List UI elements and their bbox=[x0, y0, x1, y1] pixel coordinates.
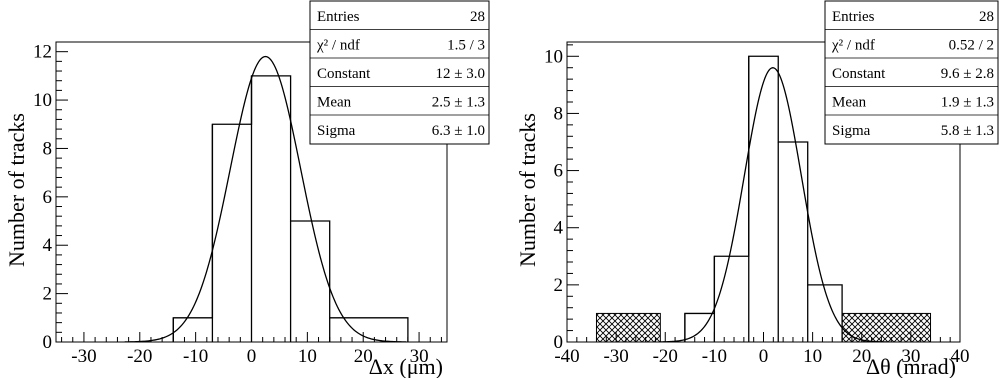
x-tick-label: -10 bbox=[702, 346, 727, 367]
y-tick-label: 4 bbox=[43, 235, 53, 256]
x-tick-label: -20 bbox=[127, 346, 152, 367]
histogram-bins bbox=[595, 55, 932, 343]
y-tick-label: 2 bbox=[554, 275, 564, 296]
stats-label: χ² / ndf bbox=[831, 38, 875, 54]
y-tick-label: 4 bbox=[554, 218, 564, 239]
x-axis-title: Δx (μm) bbox=[369, 354, 443, 378]
stats-label: Mean bbox=[317, 95, 352, 111]
stats-label: Constant bbox=[832, 66, 886, 82]
stats-value: 6.3 ± 1.0 bbox=[432, 123, 485, 139]
hatched-bin bbox=[595, 312, 661, 343]
stats-label: Constant bbox=[317, 66, 371, 82]
stats-value: 1.5 / 3 bbox=[447, 38, 485, 54]
y-tick-label: 2 bbox=[43, 284, 53, 305]
y-tick-label: 0 bbox=[554, 332, 564, 353]
x-tick-label: 10 bbox=[803, 346, 822, 367]
gaussian-fit-curve bbox=[124, 55, 407, 343]
stats-label: χ² / ndf bbox=[316, 38, 360, 54]
x-tick-label: 30 bbox=[901, 346, 920, 367]
x-tick-label: 20 bbox=[852, 346, 871, 367]
hatched-bin bbox=[841, 312, 932, 343]
stats-value: 28 bbox=[979, 9, 994, 25]
y-axis-title: Number of tracks bbox=[515, 113, 540, 267]
stats-value: 5.8 ± 1.3 bbox=[941, 123, 994, 139]
x-tick-label: 10 bbox=[298, 346, 317, 367]
x-tick-label: 0 bbox=[759, 346, 769, 367]
gaussian-fit-curve bbox=[658, 67, 887, 343]
x-tick-label: -30 bbox=[71, 346, 96, 367]
stats-value: 2.5 ± 1.3 bbox=[432, 95, 485, 111]
y-tick-label: 10 bbox=[544, 46, 563, 67]
stats-label: Mean bbox=[832, 95, 867, 111]
histogram-outline bbox=[684, 55, 843, 342]
stats-value: 0.52 / 2 bbox=[949, 38, 994, 54]
x-tick-label: 0 bbox=[247, 346, 257, 367]
stats-label: Sigma bbox=[832, 123, 871, 139]
y-tick-label: 10 bbox=[33, 90, 52, 111]
y-tick-label: 12 bbox=[33, 42, 52, 63]
stats-box: Entries 28 χ² / ndf 0.52 / 2 Constant 9.6 ± 2… bbox=[824, 0, 999, 145]
y-tick-label: 8 bbox=[554, 103, 564, 124]
x-tick-label: -40 bbox=[554, 346, 579, 367]
y-tick-label: 6 bbox=[554, 161, 564, 182]
stats-value: 28 bbox=[470, 9, 485, 25]
y-tick-label: 6 bbox=[43, 187, 53, 208]
x-tick-label: 30 bbox=[410, 346, 429, 367]
y-tick-label: 8 bbox=[43, 138, 53, 159]
x-axis-title: Δθ (mrad) bbox=[866, 354, 956, 378]
stats-label: Entries bbox=[832, 9, 875, 25]
left-histogram-panel: -30 -20 -10 0 10 20 30 0 2 4 6 8 10 12 Number of trac… bbox=[4, 0, 490, 378]
stats-value: 12 ± 3.0 bbox=[436, 66, 485, 82]
stats-value: 9.6 ± 2.8 bbox=[941, 66, 994, 82]
stats-value: 1.9 ± 1.3 bbox=[941, 95, 994, 111]
stats-box-frame bbox=[309, 0, 490, 145]
y-axis-title: Number of tracks bbox=[4, 113, 29, 267]
x-tick-label: -20 bbox=[653, 346, 678, 367]
stats-label: Sigma bbox=[317, 123, 356, 139]
histogram-outline bbox=[172, 75, 409, 342]
axis-ticks: -30 -20 -10 0 10 20 30 0 2 4 6 8 10 12 bbox=[33, 41, 442, 367]
right-histogram-panel: -40 -30 -20 -10 0 10 20 30 40 0 2 4 6 8 10 Number of t… bbox=[515, 0, 999, 378]
stats-box: Entries 28 χ² / ndf 1.5 / 3 Constant 12 ± 3.0… bbox=[309, 0, 490, 145]
stats-box-frame bbox=[824, 0, 999, 145]
y-tick-label: 0 bbox=[43, 332, 53, 353]
x-tick-label: -10 bbox=[183, 346, 208, 367]
histogram-bins bbox=[172, 75, 409, 342]
x-tick-label: 20 bbox=[354, 346, 373, 367]
x-tick-label: 40 bbox=[951, 346, 970, 367]
x-tick-label: -30 bbox=[603, 346, 628, 367]
stats-label: Entries bbox=[317, 9, 360, 25]
